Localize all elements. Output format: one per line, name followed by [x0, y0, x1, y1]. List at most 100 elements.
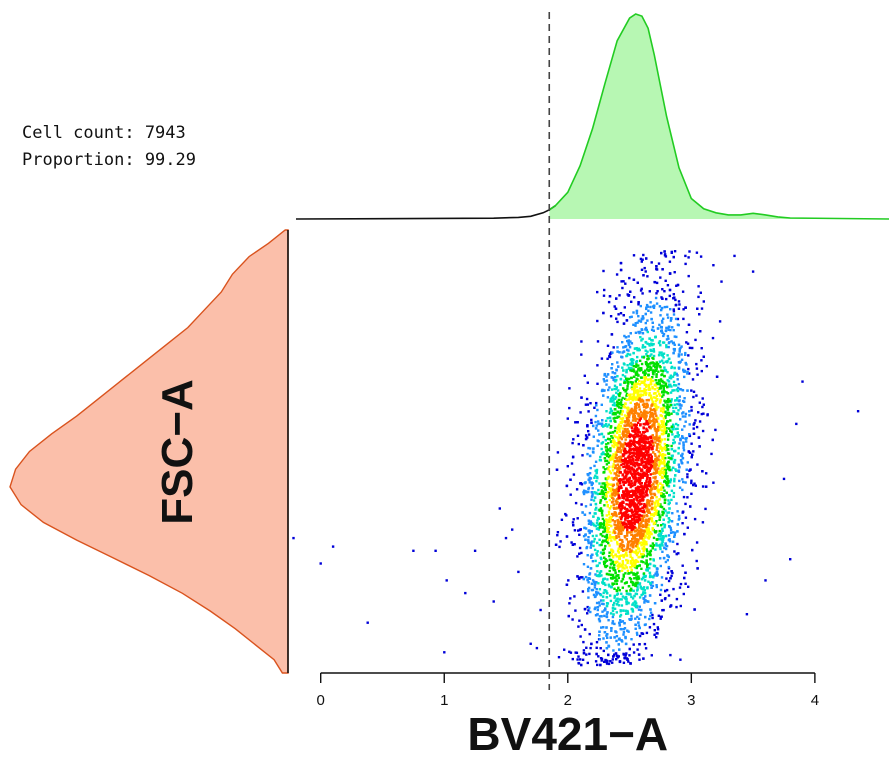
event-point — [626, 658, 629, 661]
event-point — [602, 523, 606, 527]
event-point — [598, 492, 602, 495]
event-point — [656, 428, 659, 431]
event-point — [614, 560, 617, 564]
event-point — [595, 588, 598, 591]
event-point — [615, 369, 618, 372]
event-point — [658, 340, 662, 343]
event-point — [627, 432, 630, 435]
event-point — [704, 507, 707, 511]
event-point — [625, 488, 628, 491]
event-point — [614, 464, 617, 467]
event-point — [601, 514, 604, 517]
event-point — [681, 290, 685, 293]
event-point — [637, 446, 640, 450]
event-point — [615, 658, 618, 661]
event-point — [622, 454, 625, 458]
event-point — [668, 405, 671, 409]
event-point — [630, 638, 633, 641]
event-point — [647, 378, 650, 381]
event-point — [639, 257, 643, 261]
event-point — [601, 441, 605, 444]
event-point — [668, 465, 671, 469]
event-point — [629, 553, 632, 556]
event-point — [630, 412, 634, 415]
event-point — [621, 410, 624, 413]
event-point — [656, 290, 659, 293]
event-point — [688, 469, 691, 472]
event-point — [642, 541, 645, 544]
event-point — [618, 465, 621, 468]
event-point — [610, 490, 613, 493]
event-point — [662, 556, 666, 560]
event-point — [584, 575, 588, 579]
event-point — [657, 504, 660, 507]
event-point — [638, 449, 642, 452]
event-point — [603, 577, 606, 580]
event-point — [621, 586, 624, 589]
event-point — [643, 504, 646, 508]
event-point — [623, 375, 627, 378]
event-point — [647, 384, 651, 388]
event-point — [622, 527, 625, 530]
event-point — [628, 346, 632, 349]
event-point — [591, 579, 595, 582]
event-point — [603, 492, 606, 496]
event-point — [628, 509, 631, 512]
event-point — [613, 372, 617, 375]
event-point — [618, 528, 621, 532]
event-point — [595, 591, 598, 594]
event-point — [592, 522, 595, 526]
event-point — [666, 465, 669, 468]
event-point — [658, 532, 661, 536]
event-point — [593, 580, 596, 583]
event-point — [634, 391, 637, 394]
event-point — [610, 524, 613, 528]
event-point — [661, 529, 664, 532]
event-point — [640, 368, 643, 372]
event-point — [605, 454, 609, 458]
event-point — [605, 604, 609, 608]
event-point — [596, 663, 599, 667]
event-point — [667, 357, 671, 361]
event-point — [649, 305, 652, 309]
event-point — [638, 408, 641, 411]
event-point — [604, 497, 607, 500]
event-point — [666, 316, 670, 319]
event-point — [628, 592, 631, 595]
event-point — [598, 620, 602, 623]
event-point — [608, 355, 612, 359]
event-point — [695, 394, 698, 397]
event-point — [625, 420, 629, 423]
event-point — [645, 550, 649, 553]
event-point — [625, 554, 629, 557]
event-point — [624, 438, 627, 441]
event-point — [612, 483, 616, 486]
event-point — [600, 511, 604, 515]
event-point — [617, 519, 620, 522]
event-point — [664, 481, 668, 484]
event-point — [665, 491, 668, 494]
event-point — [664, 431, 667, 435]
event-point — [617, 469, 620, 472]
event-point — [619, 511, 623, 515]
y-density-curve — [9, 229, 289, 674]
event-point — [582, 535, 586, 538]
event-point — [574, 651, 577, 654]
event-point — [677, 355, 681, 358]
event-point — [663, 250, 666, 253]
event-point — [626, 382, 630, 385]
event-point — [614, 435, 617, 439]
event-point — [640, 514, 643, 517]
event-point — [672, 380, 676, 384]
event-point — [620, 598, 623, 601]
event-point — [673, 458, 677, 462]
event-point — [655, 585, 658, 589]
event-point — [643, 410, 646, 413]
event-point — [635, 503, 639, 506]
event-point — [647, 537, 651, 540]
event-point — [624, 656, 627, 659]
event-point — [656, 386, 659, 390]
event-point — [638, 522, 641, 525]
event-point — [677, 409, 680, 412]
event-point — [605, 526, 609, 529]
